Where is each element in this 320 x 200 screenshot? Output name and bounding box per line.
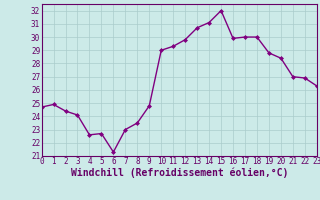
X-axis label: Windchill (Refroidissement éolien,°C): Windchill (Refroidissement éolien,°C): [70, 168, 288, 178]
